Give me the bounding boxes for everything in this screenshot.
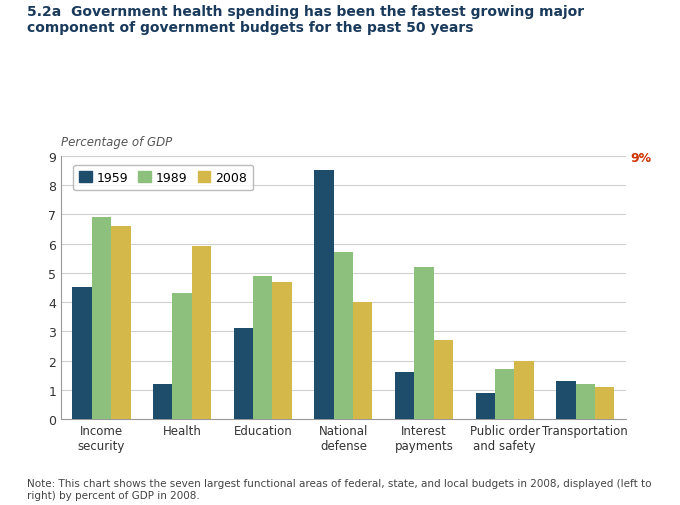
Bar (514, 361, 534, 419)
Text: 5.2a  Government health spending has been the fastest growing major
component of: 5.2a Government health spending has been… (27, 5, 584, 35)
Bar (434, 340, 453, 419)
Bar (314, 171, 334, 419)
Bar (234, 329, 253, 419)
Legend: 1959, 1989, 2008: 1959, 1989, 2008 (73, 166, 253, 191)
Bar (395, 373, 414, 419)
Bar (192, 247, 211, 419)
Bar (273, 282, 292, 419)
Bar (112, 227, 131, 419)
Text: Note: This chart shows the seven largest functional areas of federal, state, and: Note: This chart shows the seven largest… (27, 478, 651, 500)
Bar (595, 387, 614, 419)
Bar (253, 276, 273, 419)
Bar (153, 384, 173, 419)
Bar (73, 288, 92, 419)
Bar (495, 370, 514, 419)
Bar (414, 268, 434, 419)
Bar (353, 302, 373, 419)
Bar (575, 384, 595, 419)
Bar (334, 253, 353, 419)
Text: Percentage of GDP: Percentage of GDP (61, 136, 173, 149)
Bar (556, 381, 575, 419)
Bar (475, 393, 495, 419)
Bar (173, 294, 192, 419)
Bar (92, 218, 112, 419)
